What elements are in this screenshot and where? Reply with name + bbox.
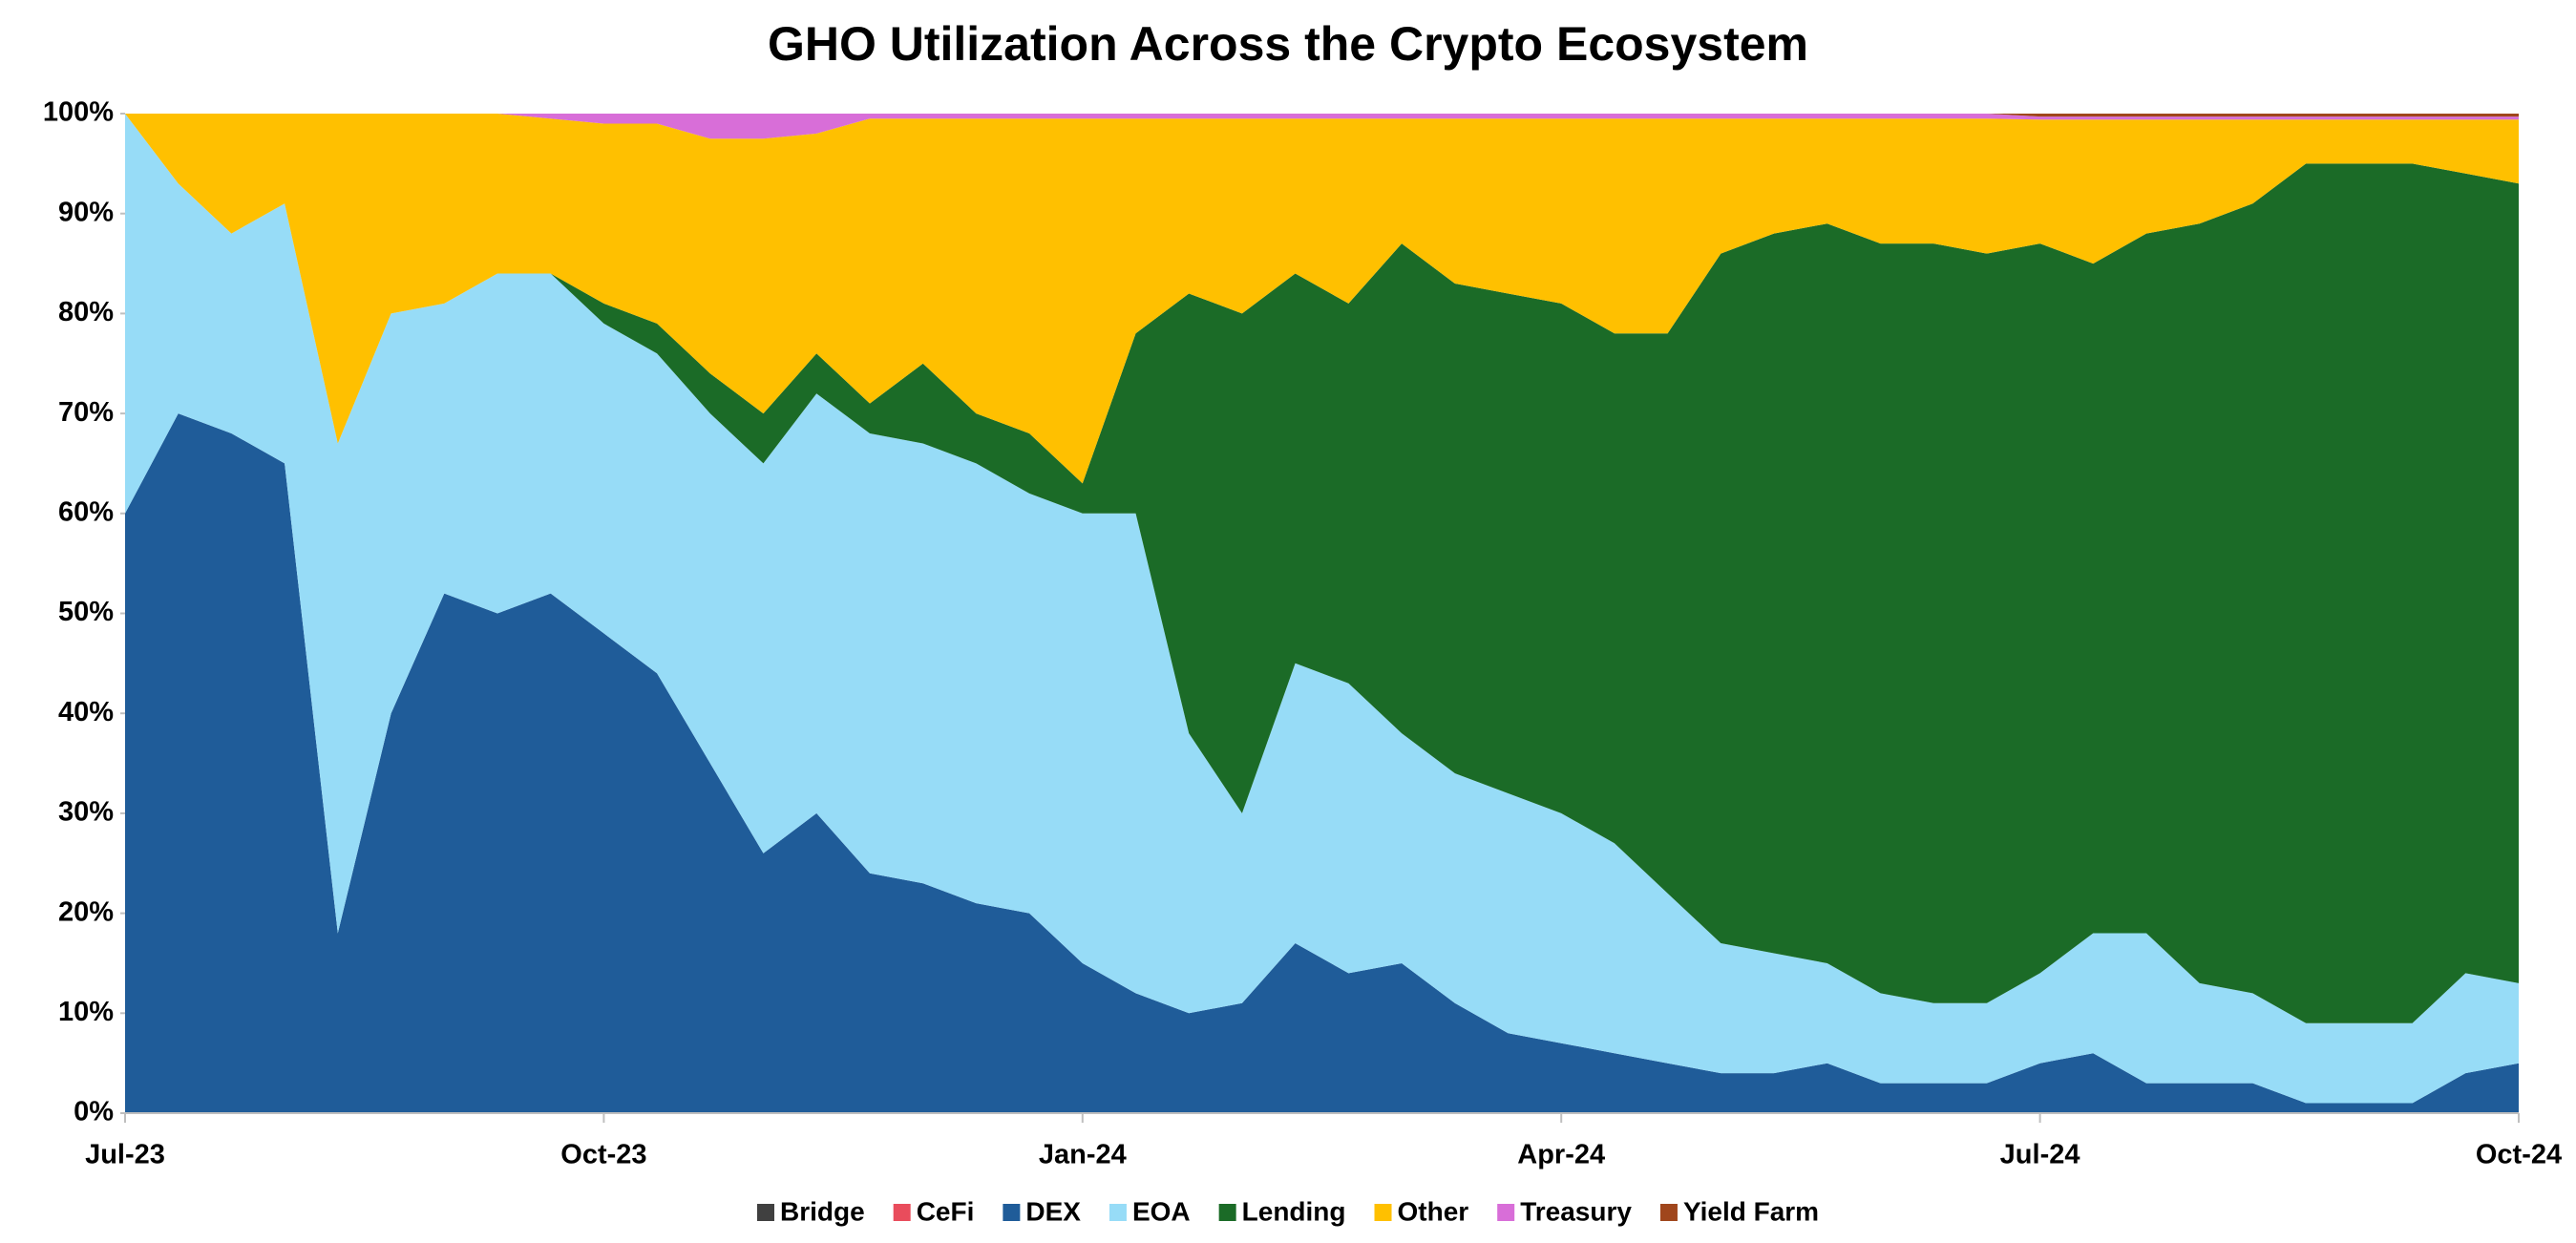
y-tick-label: 100%	[43, 97, 114, 128]
legend-item: CeFi	[893, 1196, 975, 1226]
legend-item: Treasury	[1497, 1196, 1632, 1226]
y-tick-label: 80%	[58, 297, 114, 327]
legend-swatch	[1374, 1204, 1392, 1221]
legend: Bridge CeFi DEX EOA Lending Other Treasury Yiel…	[757, 1196, 1819, 1226]
chart-title: GHO Utilization Across the Crypto Ecosys…	[768, 17, 1808, 71]
area	[125, 413, 2519, 1114]
x-tick-label: Oct-24	[2476, 1140, 2562, 1170]
y-tick-label: 90%	[58, 197, 114, 227]
y-tick-label: 50%	[58, 597, 114, 627]
legend-swatch	[1003, 1204, 1021, 1221]
legend-swatch	[757, 1204, 774, 1221]
plot-area	[125, 114, 2519, 1114]
y-tick-label: 20%	[58, 896, 114, 927]
area	[125, 114, 2519, 1023]
legend-item: EOA	[1109, 1196, 1191, 1226]
area	[125, 114, 2519, 484]
y-tick-label: 10%	[58, 997, 114, 1027]
area	[125, 114, 2519, 139]
legend-label: Other	[1398, 1196, 1469, 1226]
y-tick-label: 70%	[58, 397, 114, 428]
legend-item: Lending	[1218, 1196, 1346, 1226]
y-tick-label: 30%	[58, 797, 114, 828]
legend-item: DEX	[1003, 1196, 1081, 1226]
legend-item: Yield Farm	[1659, 1196, 1819, 1226]
legend-item: Bridge	[757, 1196, 865, 1226]
legend-label: Lending	[1242, 1196, 1346, 1226]
legend-swatch	[1109, 1204, 1127, 1221]
y-tick-label: 60%	[58, 496, 114, 527]
y-tick-label: 0%	[74, 1097, 114, 1127]
legend-label: Bridge	[780, 1196, 865, 1226]
y-tick-label: 40%	[58, 697, 114, 727]
x-tick-label: Apr-24	[1517, 1140, 1605, 1170]
area	[125, 114, 2519, 117]
legend-label: Treasury	[1520, 1196, 1632, 1226]
legend-label: CeFi	[917, 1196, 975, 1226]
legend-swatch	[1659, 1204, 1678, 1221]
x-tick-label: Jan-24	[1039, 1140, 1127, 1170]
legend-swatch	[1218, 1204, 1236, 1221]
legend-swatch	[893, 1204, 911, 1221]
x-tick-label: Jul-24	[2000, 1140, 2080, 1170]
legend-item: Other	[1374, 1196, 1469, 1226]
x-tick-label: Jul-23	[85, 1140, 165, 1170]
legend-swatch	[1497, 1204, 1515, 1221]
area	[125, 114, 2519, 1104]
x-tick-label: Oct-23	[560, 1140, 646, 1170]
legend-label: DEX	[1025, 1196, 1081, 1226]
legend-label: EOA	[1132, 1196, 1191, 1226]
legend-label: Yield Farm	[1683, 1196, 1819, 1226]
